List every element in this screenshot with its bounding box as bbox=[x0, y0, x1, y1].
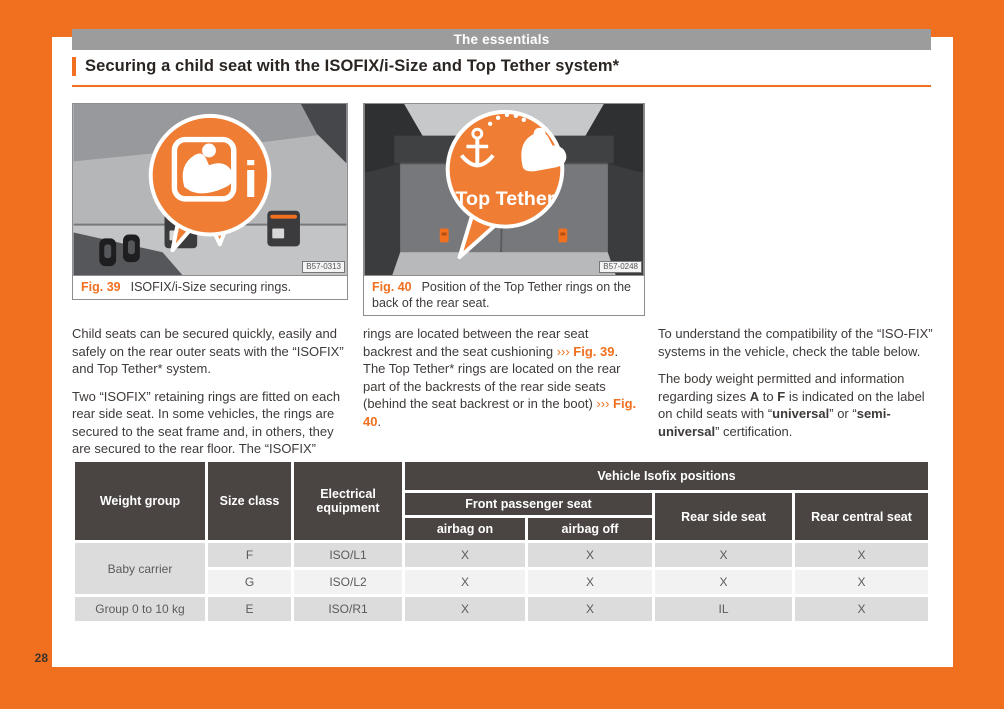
size-f-label: F bbox=[777, 388, 786, 404]
paragraph: The body weight permitted and informatio… bbox=[658, 370, 934, 440]
text-run: . bbox=[377, 413, 382, 429]
cell-rear-side: IL bbox=[655, 597, 792, 621]
fig-39-reference: Fig. 39 bbox=[573, 343, 615, 359]
paragraph: Child seats can be secured quickly, easi… bbox=[72, 326, 344, 376]
text-run: The body weight permitted and informatio… bbox=[658, 371, 905, 404]
header-airbag-on: airbag on bbox=[405, 518, 525, 540]
header-weight-group: Weight group bbox=[75, 462, 205, 540]
text-column-2: rings are located between the rear seat … bbox=[363, 325, 639, 440]
figure-39-label: Fig. 39 bbox=[81, 280, 121, 294]
semi-universal-label: semi-universal bbox=[658, 406, 891, 439]
figure-40-image: Top Tether B57-0248 bbox=[363, 103, 645, 276]
cell-airbag-on: X bbox=[405, 570, 525, 594]
figure-40-caption: Fig. 40 Position of the Top Tether rings … bbox=[363, 276, 645, 316]
child-seat-icon bbox=[521, 127, 567, 172]
universal-label: universal bbox=[772, 406, 830, 421]
figure-39-caption-text: ISOFIX/i-Size securing rings. bbox=[130, 280, 292, 294]
top-tether-badge-text: Top Tether bbox=[455, 188, 554, 210]
isofix-badge-icon: i bbox=[148, 113, 272, 253]
header-rear-side-seat: Rear side seat bbox=[655, 493, 792, 540]
text-column-3: To understand the compatibility of the “… bbox=[658, 325, 934, 450]
header-electrical-equipment: Electrical equipment bbox=[294, 462, 402, 540]
table-row: Baby carrier F ISO/L1 X X X X bbox=[75, 543, 929, 594]
size-a-label: A bbox=[749, 388, 760, 404]
figure-40-caption-text: Position of the Top Tether rings on the … bbox=[372, 280, 631, 310]
cell-size-class: F bbox=[208, 543, 291, 567]
text-run: ” certification. bbox=[715, 423, 793, 439]
reference-arrows: ››› bbox=[556, 343, 574, 359]
top-tether-anchor-left-icon bbox=[439, 228, 449, 243]
cell-rear-central: X bbox=[795, 597, 929, 621]
figure-39-image: i B57-0313 bbox=[72, 103, 348, 276]
paragraph: To understand the compatibility of the “… bbox=[658, 326, 933, 359]
isofix-positions-table: Weight group Size class Electrical equip… bbox=[72, 459, 931, 624]
figure-39: i B57-0313 Fig. 39 ISOFIX/i-Size securing… bbox=[72, 103, 348, 300]
isofix-anchor-right-icon bbox=[267, 210, 300, 247]
cell-airbag-off: X bbox=[528, 570, 652, 594]
chapter-header-bar: The essentials bbox=[72, 29, 931, 50]
cell-size-class: G bbox=[208, 570, 291, 594]
cell-weight-group: Baby carrier bbox=[75, 543, 205, 594]
top-tether-badge-icon: Top Tether bbox=[445, 109, 567, 260]
text-run: is indicated on the label on child seats… bbox=[658, 388, 925, 422]
table-row: Group 0 to 10 kg E ISO/R1 X X IL X bbox=[75, 597, 929, 621]
anchor-icon bbox=[459, 127, 495, 168]
i-size-letter: i bbox=[244, 150, 258, 208]
cell-electrical: ISO/L2 bbox=[294, 570, 402, 594]
cell-weight-group: Group 0 to 10 kg bbox=[75, 597, 205, 621]
cell-rear-central: X bbox=[795, 570, 929, 594]
cell-airbag-on: X bbox=[405, 597, 525, 621]
text-run: to bbox=[759, 388, 778, 404]
text-run: rings are located between the rear seat … bbox=[363, 326, 589, 359]
cell-electrical: ISO/L1 bbox=[294, 543, 402, 567]
rear-seat-photo: i bbox=[73, 104, 347, 275]
header-airbag-off: airbag off bbox=[528, 518, 652, 540]
text-run: ” or “ bbox=[829, 406, 857, 421]
top-tether-anchor-right-icon bbox=[558, 228, 568, 243]
figure-40-label: Fig. 40 bbox=[372, 280, 412, 294]
cell-airbag-off: X bbox=[528, 597, 652, 621]
reference-arrows: ››› bbox=[596, 396, 614, 411]
boot-photo: Top Tether bbox=[364, 104, 644, 275]
paragraph: Two “ISOFIX” retaining rings are fitted … bbox=[72, 388, 341, 457]
page-number: 28 bbox=[34, 651, 48, 665]
section-title-block: Securing a child seat with the ISOFIX/i-… bbox=[72, 57, 931, 87]
manual-page: The essentials Securing a child seat wit… bbox=[52, 29, 953, 667]
cell-electrical: ISO/R1 bbox=[294, 597, 402, 621]
tether-hook-icons bbox=[99, 234, 140, 267]
paragraph: rings are located between the rear seat … bbox=[363, 325, 639, 430]
page-title: Securing a child seat with the ISOFIX/i-… bbox=[72, 57, 931, 76]
table-row: G ISO/L2 X X X X bbox=[75, 570, 929, 594]
text-run: . The Top Tether* rings are located on t… bbox=[363, 343, 621, 412]
header-front-passenger-seat: Front passenger seat bbox=[405, 493, 652, 515]
dotted-strap-icon bbox=[487, 112, 526, 126]
cell-rear-central: X bbox=[795, 543, 929, 567]
text-column-1: Child seats can be secured quickly, easi… bbox=[72, 325, 348, 468]
cell-rear-side: X bbox=[655, 543, 792, 567]
figure-40: Top Tether B57-0248 Fig. 40 Position of t… bbox=[363, 103, 645, 316]
image-code-tag: B57-0248 bbox=[599, 261, 642, 273]
header-size-class: Size class bbox=[208, 462, 291, 540]
cell-airbag-on: X bbox=[405, 543, 525, 567]
cell-airbag-off: X bbox=[528, 543, 652, 567]
header-vehicle-isofix-positions: Vehicle Isofix positions bbox=[405, 462, 929, 490]
cell-size-class: E bbox=[208, 597, 291, 621]
figure-39-caption: Fig. 39 ISOFIX/i-Size securing rings. bbox=[72, 276, 348, 300]
cell-rear-side: X bbox=[655, 570, 792, 594]
image-code-tag: B57-0313 bbox=[302, 261, 345, 273]
fig-40-reference: Fig. 40 bbox=[363, 396, 637, 429]
header-rear-central-seat: Rear central seat bbox=[795, 493, 929, 540]
